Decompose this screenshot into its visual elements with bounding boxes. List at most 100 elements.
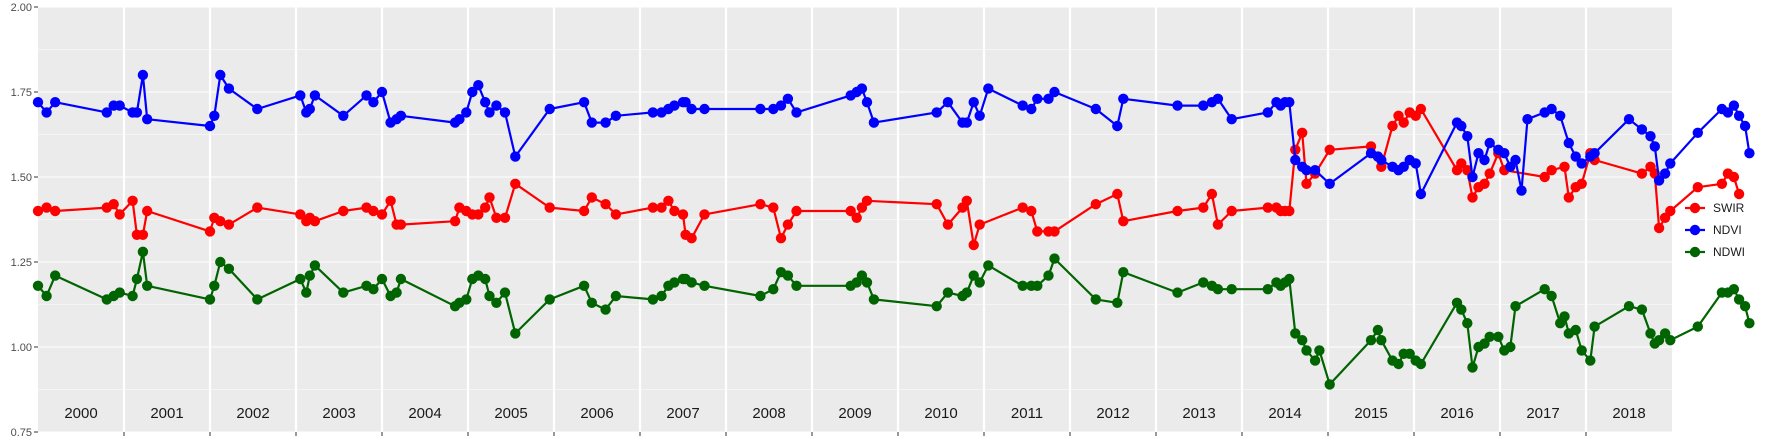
data-point-swir (499, 212, 511, 223)
data-point-ndwi (127, 290, 138, 302)
data-point-ndvi (1212, 93, 1224, 105)
data-point-swir (484, 192, 495, 203)
data-point-swir (1653, 222, 1665, 234)
data-point-swir (1324, 144, 1335, 155)
data-point-ndwi (491, 297, 502, 308)
data-point-ndwi (699, 280, 710, 291)
data-point-ndvi (1049, 86, 1060, 98)
data-point-ndwi (1493, 331, 1504, 342)
data-point-ndvi (1462, 131, 1473, 142)
data-point-ndvi (600, 117, 611, 128)
data-point-ndvi (376, 86, 388, 98)
data-point-ndwi (1309, 355, 1321, 366)
data-point-ndvi (1728, 100, 1740, 111)
data-point-ndwi (610, 290, 622, 302)
data-point-ndwi (301, 287, 312, 298)
data-point-swir (385, 195, 396, 206)
data-point-swir (610, 209, 622, 220)
data-point-ndvi (1026, 103, 1037, 115)
year-label: 2017 (1526, 405, 1559, 422)
data-point-ndwi (1118, 267, 1129, 278)
data-point-ndwi (647, 294, 659, 305)
data-point-swir (1026, 205, 1037, 217)
legend-marker (1689, 224, 1701, 236)
data-point-ndvi (1733, 110, 1745, 122)
data-point-ndvi (510, 151, 521, 162)
legend-marker (1689, 246, 1701, 258)
data-point-ndwi (338, 287, 349, 298)
data-point-ndvi (1410, 158, 1421, 169)
data-point-swir (108, 199, 119, 210)
data-point-ndwi (1505, 341, 1516, 353)
data-point-swir (1032, 226, 1043, 237)
data-point-ndvi (223, 83, 235, 94)
data-point-ndwi (50, 270, 61, 281)
data-point-swir (1559, 161, 1570, 172)
legend-item-ndwi: NDWI (1685, 245, 1745, 259)
data-point-ndvi (1226, 114, 1237, 125)
data-point-ndwi (1559, 311, 1570, 322)
year-label: 2012 (1096, 405, 1129, 422)
data-point-swir (791, 205, 802, 217)
data-point-ndvi (1467, 171, 1478, 183)
data-point-ndwi (209, 280, 220, 291)
data-point-swir (1728, 171, 1740, 183)
data-point-ndwi (1017, 280, 1028, 291)
year-label: 2009 (838, 405, 871, 422)
data-point-ndvi (1309, 165, 1321, 176)
data-point-ndvi (775, 100, 787, 111)
data-point-ndwi (1589, 321, 1600, 332)
data-point-swir (1206, 188, 1218, 200)
data-point-ndwi (32, 280, 44, 291)
data-point-swir (395, 219, 407, 230)
year-label: 2003 (322, 405, 355, 422)
data-point-swir (137, 229, 149, 240)
data-point-swir (1415, 103, 1427, 115)
data-point-ndvi (1376, 154, 1387, 166)
data-point-ndvi (41, 107, 52, 118)
data-point-ndwi (461, 294, 472, 305)
data-point-ndwi (1653, 335, 1665, 346)
data-point-ndwi (499, 287, 511, 298)
data-point-ndwi (1484, 331, 1495, 342)
data-point-ndwi (368, 284, 379, 295)
data-point-ndwi (1376, 335, 1387, 346)
data-point-swir (974, 219, 985, 230)
data-point-swir (663, 195, 674, 206)
data-point-swir (861, 195, 873, 206)
year-label: 2011 (1011, 405, 1043, 422)
data-point-ndvi (1290, 154, 1301, 166)
data-point-ndwi (1585, 355, 1596, 366)
data-point-swir (480, 202, 491, 213)
data-point-swir (755, 199, 766, 210)
year-label: 2001 (150, 405, 183, 422)
data-point-swir (368, 205, 379, 217)
data-point-swir (768, 202, 779, 213)
data-point-ndwi (931, 301, 942, 312)
data-point-ndvi (480, 97, 491, 108)
data-point-ndvi (544, 103, 555, 115)
data-point-ndvi (215, 69, 226, 81)
data-point-ndwi (252, 294, 263, 305)
year-label: 2002 (236, 405, 269, 422)
data-point-ndwi (1404, 348, 1415, 359)
data-point-ndwi (1415, 358, 1427, 370)
data-point-ndwi (600, 304, 611, 315)
data-point-ndvi (1522, 114, 1533, 125)
data-point-ndwi (1623, 301, 1635, 312)
data-point-ndwi (1739, 301, 1751, 312)
data-point-ndwi (868, 294, 880, 305)
data-point-swir (968, 239, 979, 251)
data-point-swir (669, 205, 680, 217)
data-point-ndvi (142, 114, 153, 125)
year-label: 2014 (1268, 405, 1301, 422)
data-point-ndvi (755, 103, 766, 115)
data-point-ndvi (252, 103, 263, 115)
data-point-ndvi (861, 97, 873, 108)
data-point-ndwi (484, 290, 495, 302)
data-point-ndvi (961, 117, 972, 128)
data-point-swir (1387, 120, 1398, 132)
data-point-ndwi (114, 287, 125, 298)
data-point-ndwi (295, 273, 306, 285)
